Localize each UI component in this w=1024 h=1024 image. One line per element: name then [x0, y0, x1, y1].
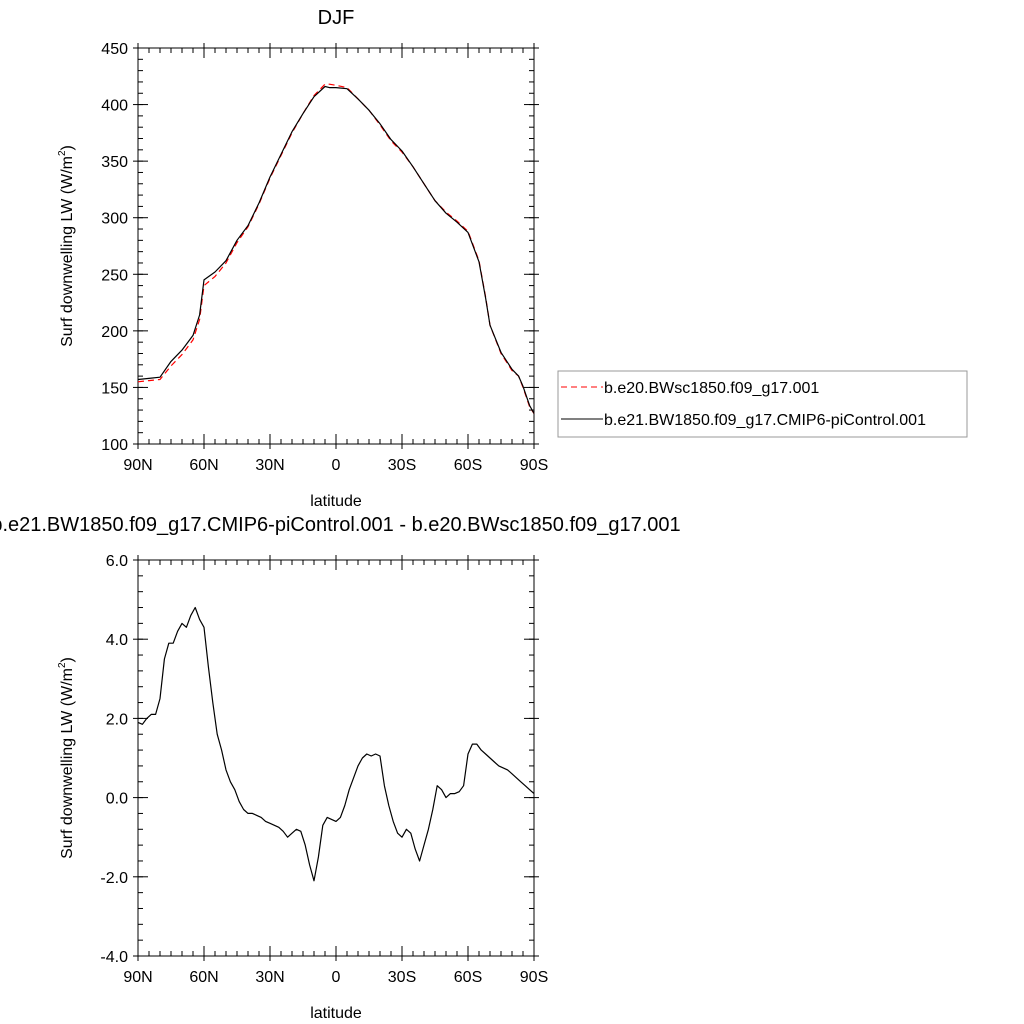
bottom-y-tick-label: 4.0: [106, 632, 128, 649]
legend-label-series-1: b.e20.BWsc1850.f09_g17.001: [604, 380, 819, 397]
top-y-tick-label: 300: [101, 211, 128, 228]
top-y-tick-label: 100: [101, 437, 128, 454]
bottom-y-tick-label: -4.0: [100, 949, 128, 966]
legend-box: [557, 370, 968, 438]
bottom-x-tick-label: 60S: [454, 969, 482, 986]
bottom-x-ticks: 90N 60N 30N 0 30S 60S 90S: [123, 555, 548, 986]
bottom-series-group: [137, 606, 535, 882]
top-y-tick-label: 450: [101, 41, 128, 58]
legend: b.e20.BWsc1850.f09_g17.001 b.e21.BW1850.…: [557, 370, 968, 438]
bottom-x-tick-label: 90N: [123, 969, 152, 986]
bottom-series-line-1: [137, 606, 535, 882]
bottom-y-tick-label: -2.0: [100, 870, 128, 887]
bottom-y-tick-label: 6.0: [106, 553, 128, 570]
bottom-chart-title: b.e21.BW1850.f09_g17.CMIP6-piControl.001…: [0, 514, 681, 536]
bottom-x-axis-label: latitude: [310, 1005, 362, 1022]
top-x-tick-label: 90S: [520, 457, 548, 474]
top-y-tick-label: 150: [101, 380, 128, 397]
top-plot-frame: [137, 47, 535, 445]
bottom-y-tick-label: 0.0: [106, 791, 128, 808]
top-series-line-2: [137, 85, 535, 414]
top-y-axis-label: Surf downwelling LW (W/m2): [57, 145, 76, 347]
top-x-axis-label: latitude: [310, 493, 362, 510]
top-x-tick-label: 60N: [189, 457, 218, 474]
top-chart: DJF 90N 60N 30N 0 30S 60S 90S 100 150 200 250 300 3…: [57, 7, 968, 510]
top-series-group: [137, 83, 535, 414]
bottom-x-tick-label: 30N: [255, 969, 284, 986]
bottom-plot-frame: [137, 559, 535, 957]
bottom-x-tick-label: 90S: [520, 969, 548, 986]
bottom-x-tick-label: 30S: [388, 969, 416, 986]
bottom-y-ticks: -4.0 -2.0 0.0 2.0 4.0 6.0: [100, 553, 539, 966]
bottom-y-tick-label: 2.0: [106, 711, 128, 728]
top-x-tick-label: 30S: [388, 457, 416, 474]
top-y-tick-label: 350: [101, 154, 128, 171]
top-y-tick-label: 400: [101, 98, 128, 115]
top-x-ticks: 90N 60N 30N 0 30S 60S 90S: [123, 43, 548, 474]
top-y-ticks: 100 150 200 250 300 350 400 450: [101, 41, 539, 454]
top-x-tick-label: 30N: [255, 457, 284, 474]
top-x-tick-label: 90N: [123, 457, 152, 474]
legend-label-series-2: b.e21.BW1850.f09_g17.CMIP6-piControl.001: [604, 412, 926, 429]
top-chart-title: DJF: [318, 7, 355, 29]
bottom-x-tick-label: 60N: [189, 969, 218, 986]
bottom-x-tick-label: 0: [332, 969, 341, 986]
bottom-y-axis-label: Surf downwelling LW (W/m2): [57, 657, 76, 859]
top-y-tick-label: 250: [101, 267, 128, 284]
bottom-chart: b.e21.BW1850.f09_g17.CMIP6-piControl.001…: [0, 514, 681, 1022]
top-x-tick-label: 60S: [454, 457, 482, 474]
top-x-tick-label: 0: [332, 457, 341, 474]
top-y-tick-label: 200: [101, 324, 128, 341]
